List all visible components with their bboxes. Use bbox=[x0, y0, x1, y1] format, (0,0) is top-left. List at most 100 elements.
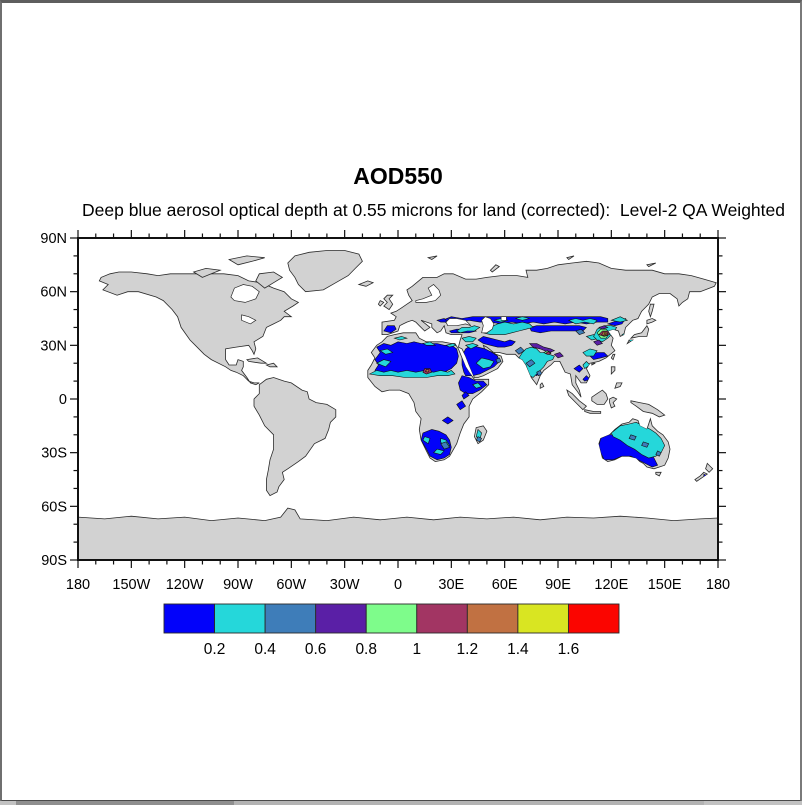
aod-data-patch bbox=[610, 421, 666, 459]
aod-data-patch bbox=[477, 336, 516, 348]
colorbar-swatch bbox=[416, 603, 468, 634]
aod-data-patch bbox=[514, 346, 525, 355]
landmass bbox=[253, 377, 337, 497]
y-tick-label: 90S bbox=[41, 553, 67, 569]
x-tick-label: 180 bbox=[66, 577, 90, 593]
lake bbox=[481, 316, 495, 334]
aod-data-patch bbox=[553, 352, 564, 359]
figure-title: AOD550 bbox=[353, 163, 443, 189]
aod-data-patch bbox=[422, 341, 437, 346]
landmass bbox=[265, 362, 279, 368]
landmass bbox=[98, 271, 300, 386]
lake bbox=[415, 284, 442, 303]
figure-subtitle: Deep blue aerosol optical depth at 0.55 … bbox=[82, 200, 785, 220]
data-layer-outer bbox=[368, 316, 708, 479]
land-layer bbox=[78, 250, 718, 560]
colorbar-swatch bbox=[517, 603, 569, 634]
landmass bbox=[246, 357, 268, 364]
landmass bbox=[694, 471, 709, 482]
x-tick-label: 150W bbox=[112, 577, 150, 593]
colorbar-label: 1.2 bbox=[457, 641, 479, 658]
aod-data-patch bbox=[495, 357, 502, 364]
x-tick-label: 180 bbox=[706, 577, 730, 593]
colorbar-swatch bbox=[214, 603, 266, 634]
x-tick-label: 120E bbox=[594, 577, 628, 593]
aod-data-patch bbox=[420, 429, 452, 461]
colorbar-label: 0.4 bbox=[254, 641, 276, 658]
aod-data-patch bbox=[375, 359, 392, 368]
landmass bbox=[287, 250, 363, 293]
x-tick-label: 60E bbox=[492, 577, 518, 593]
landmass bbox=[614, 382, 623, 389]
aod-data-patch bbox=[433, 448, 445, 455]
landmass bbox=[566, 389, 588, 411]
landmass bbox=[426, 255, 438, 260]
landmass bbox=[383, 294, 394, 311]
bottom-edge-strip bbox=[0, 801, 802, 805]
aod-data-patch bbox=[628, 434, 637, 441]
landmass bbox=[630, 400, 666, 418]
colorbar-swatch bbox=[365, 603, 418, 634]
x-tick-label: 30W bbox=[330, 577, 360, 593]
landmass bbox=[629, 324, 650, 339]
aod-data-patch bbox=[575, 328, 586, 335]
landmass bbox=[377, 300, 385, 307]
colorbar-swatch bbox=[264, 603, 317, 634]
bottom-edge-segment bbox=[234, 801, 704, 805]
colorbar-label: 0.6 bbox=[305, 641, 327, 658]
landmass bbox=[648, 303, 655, 318]
landmass bbox=[489, 264, 501, 273]
x-tick-label: 60W bbox=[276, 577, 306, 593]
colorbar-swatch bbox=[567, 603, 620, 634]
aod-data-patch bbox=[464, 343, 479, 350]
aod-data-patch bbox=[641, 441, 650, 448]
y-tick-label: 60N bbox=[40, 285, 67, 301]
aod-data-patch bbox=[475, 357, 495, 369]
aod-data-patch bbox=[374, 341, 459, 377]
lake-layer bbox=[230, 284, 507, 334]
aod-data-patch bbox=[582, 348, 598, 357]
x-tick-label: 90E bbox=[545, 577, 571, 593]
colorbar-label: 0.8 bbox=[355, 641, 377, 658]
colorbar-swatch bbox=[163, 603, 216, 634]
landmass bbox=[591, 389, 609, 405]
aod-data-patch bbox=[529, 325, 587, 334]
aod-data-patch bbox=[440, 441, 451, 450]
bottom-edge-segment bbox=[16, 801, 234, 805]
aod-data-patch bbox=[525, 359, 536, 368]
aod-data-patch bbox=[379, 348, 394, 355]
landmass bbox=[646, 262, 656, 268]
landmass bbox=[357, 280, 375, 287]
landmass bbox=[610, 366, 616, 375]
x-tick-label: 150E bbox=[648, 577, 682, 593]
aod-data-patch bbox=[610, 316, 629, 323]
aod-data-patch bbox=[515, 316, 530, 321]
axis-ticks bbox=[70, 230, 726, 568]
aod-data-patch bbox=[567, 318, 598, 325]
aod-data-patch bbox=[393, 336, 408, 341]
landmass bbox=[646, 318, 657, 325]
aod-data-patch bbox=[456, 325, 481, 334]
aod-data-patch bbox=[461, 391, 470, 400]
aod-data-patch bbox=[475, 436, 483, 443]
aod-data-patch bbox=[368, 370, 456, 378]
landmass bbox=[584, 409, 602, 414]
colorbar-label: 1 bbox=[412, 641, 421, 658]
landmass bbox=[609, 396, 618, 409]
landmass bbox=[228, 255, 265, 266]
lake bbox=[500, 316, 507, 321]
aod-data-patch bbox=[593, 339, 603, 346]
lake bbox=[230, 284, 260, 303]
colorbar-label: 1.6 bbox=[558, 641, 580, 658]
aod-data-patch bbox=[603, 332, 607, 335]
colorbar-swatch bbox=[466, 603, 519, 634]
y-tick-label: 30N bbox=[40, 338, 67, 354]
lake bbox=[445, 318, 472, 327]
aod-data-patch bbox=[598, 325, 609, 330]
landmass bbox=[705, 462, 714, 473]
aod-data-patch bbox=[422, 436, 431, 445]
colorbar-label: 0.2 bbox=[204, 641, 226, 658]
y-tick-label: 30S bbox=[41, 446, 67, 462]
